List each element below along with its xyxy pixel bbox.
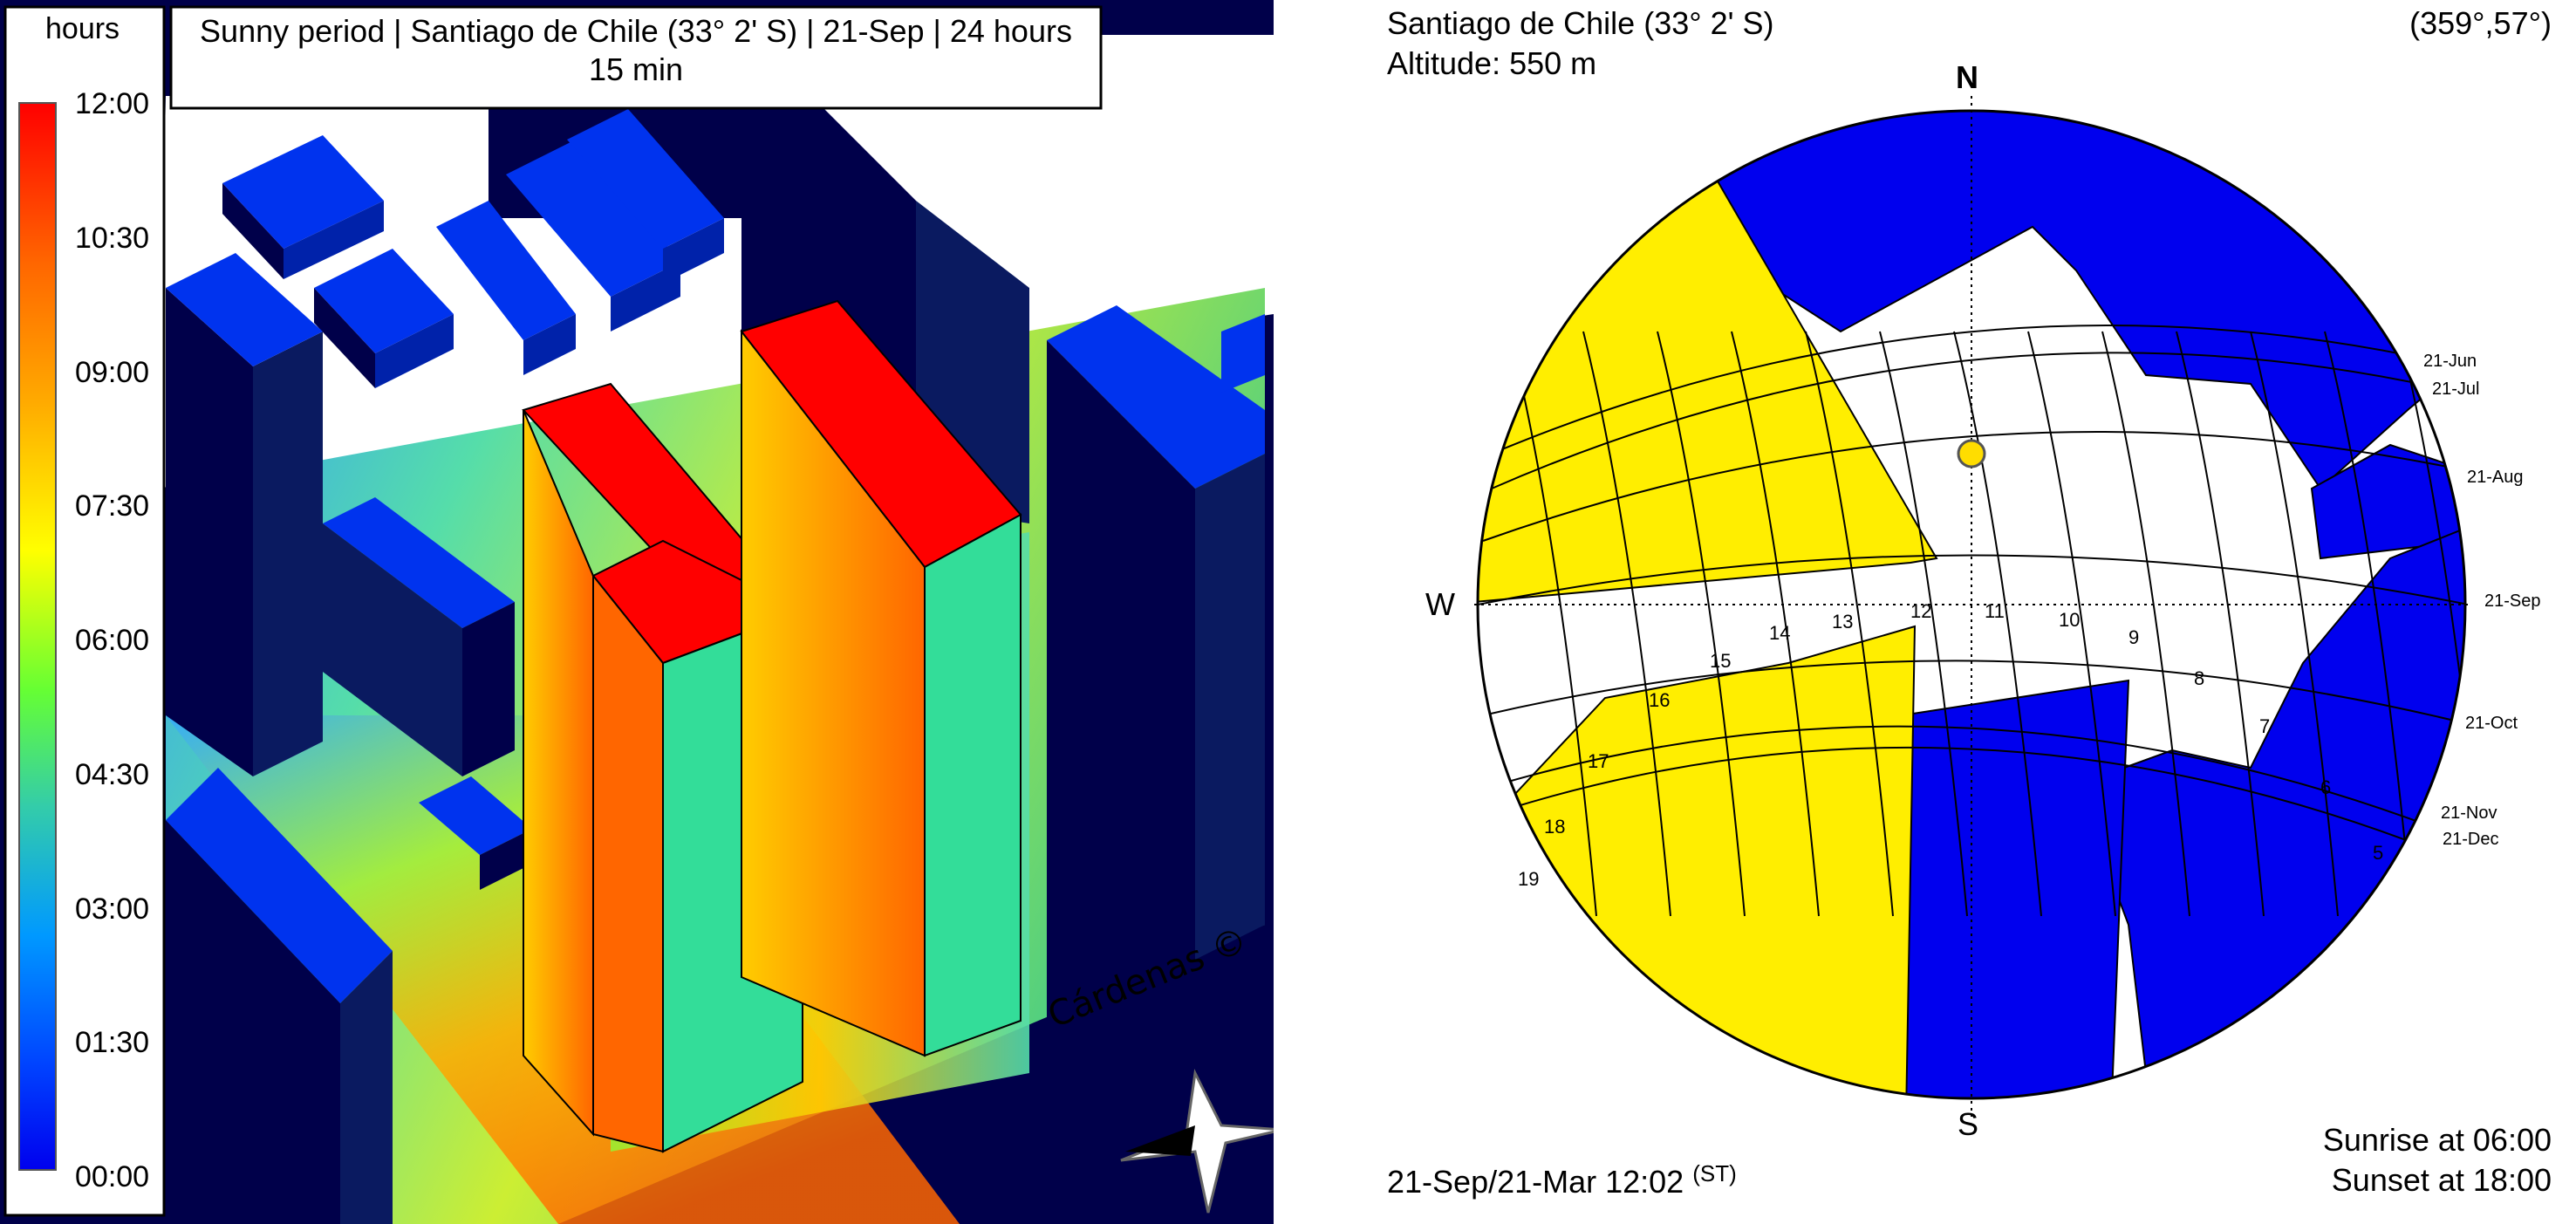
hour-label: 10 — [2059, 609, 2080, 631]
date-label: 21-Nov — [2441, 803, 2497, 823]
date-label: 21-Jul — [2432, 380, 2479, 399]
hour-label: 5 — [2373, 842, 2383, 864]
simulation-title: Sunny period | Santiago de Chile (33° 2'… — [171, 12, 1101, 89]
legend-tick-labels: 12:00 10:30 09:00 07:30 06:00 04:30 03:00 01:30… — [75, 87, 162, 1193]
legend-tick-label: 07:30 — [75, 489, 150, 523]
date-labels: 21-Jun 21-Jul 21-Aug 21-Sep 21-Oct 21-Nov 21-D… — [2423, 352, 2541, 849]
hour-label: 19 — [1518, 868, 1539, 890]
hour-label: 15 — [1710, 650, 1731, 672]
simulation-render — [0, 0, 1274, 1224]
legend-tick-label: 09:00 — [75, 355, 150, 389]
sun-path-line — [2324, 331, 2413, 917]
obstruction-area — [1901, 679, 2130, 1098]
west-label: W — [1425, 586, 1455, 622]
sun-path-line — [1582, 331, 1671, 917]
sun-path-line — [1805, 331, 1894, 917]
legend-tick-label: 06:00 — [75, 624, 150, 657]
hour-label: 17 — [1588, 750, 1609, 772]
hour-label: 12 — [1910, 600, 1931, 622]
color-scale-legend — [3, 5, 166, 1217]
left-buildings — [166, 253, 532, 1224]
sun-path-line — [1482, 660, 2465, 725]
hour-label: 6 — [2320, 776, 2331, 798]
sun-path-line — [2027, 331, 2116, 917]
legend-tick-label: 12:00 — [75, 87, 150, 120]
sun-path-line — [1731, 331, 1820, 917]
hour-label: 18 — [1544, 816, 1565, 838]
hour-label: 9 — [2128, 626, 2139, 648]
legend-tick-label: 00:00 — [75, 1160, 150, 1193]
sun-path-line — [2250, 331, 2339, 917]
legend-tick-label: 04:30 — [75, 757, 150, 791]
sun-path-line — [1482, 431, 2465, 542]
sun-path-line — [1879, 331, 1968, 917]
legend-tick-label: 03:00 — [75, 892, 150, 926]
date-label: 21-Sep — [2484, 591, 2541, 611]
date-label: 21-Aug — [2467, 468, 2524, 487]
location-label: Santiago de Chile (33° 2' S) — [1387, 5, 1774, 41]
north-arrow-icon — [1120, 1069, 1274, 1214]
hour-label: 16 — [1649, 689, 1670, 711]
hour-labels: 19 18 17 16 15 14 13 12 11 10 9 8 7 6 5 — [1518, 600, 2383, 890]
date-label: 21-Dec — [2443, 830, 2498, 849]
legend-tick-label: 01:30 — [75, 1026, 150, 1060]
altitude-label: Altitude: 550 m — [1387, 45, 1597, 81]
hour-label: 7 — [2259, 715, 2270, 737]
sun-position-marker — [1957, 439, 1986, 468]
date-time-value: 21-Sep/21-Mar 12:02 — [1387, 1164, 1684, 1200]
hour-label: 14 — [1769, 622, 1790, 644]
sun-path-line — [1491, 325, 2461, 455]
sun-path-line — [2398, 331, 2465, 917]
sun-path-line — [1657, 331, 1746, 917]
hour-label: 13 — [1832, 611, 1853, 633]
sun-path-line — [2176, 331, 2265, 917]
simulation-title-box — [169, 5, 1103, 110]
sun-path-line — [1491, 352, 2461, 489]
date-label: 21-Jun — [2423, 352, 2477, 371]
sun-path-grid — [1478, 325, 2465, 917]
simulation-title-line2: 15 min — [588, 51, 684, 87]
sun-path-line — [1953, 331, 2042, 917]
south-label: S — [1958, 1106, 1979, 1142]
sunlight-simulation-panel: hours 12:00 10:30 09:00 07:30 06:00 04:30 03:0… — [0, 0, 1274, 1224]
analysed-towers — [522, 299, 1022, 1153]
sun-path-line — [1495, 725, 2461, 838]
hour-label: 11 — [1985, 600, 2005, 622]
sunset-label: Sunset at 18:00 — [2331, 1162, 2552, 1198]
sun-path-line — [1478, 554, 2465, 605]
sun-path-diagram-panel: Santiago de Chile (33° 2' S) Altitude: 5… — [1274, 0, 2576, 1224]
date-time-label: 21-Sep/21-Mar 12:02 (ST) — [1387, 1160, 1737, 1200]
background-blocks — [222, 109, 724, 388]
legend-tick-label: 10:30 — [75, 221, 150, 255]
simulation-title-line1: Sunny period | Santiago de Chile (33° 2'… — [200, 13, 1072, 49]
view-angle-label: (359°,57°) — [2409, 5, 2552, 41]
sunrise-label: Sunrise at 06:00 — [2322, 1122, 2552, 1158]
north-label: N — [1956, 59, 1978, 95]
date-label: 21-Oct — [2465, 714, 2518, 733]
legend-unit-label: hours — [45, 12, 120, 45]
standard-time-tag: (ST) — [1692, 1160, 1737, 1186]
hour-label: 8 — [2194, 667, 2204, 689]
sun-path-line — [2101, 331, 2190, 917]
sun-path-line — [1500, 746, 2456, 860]
